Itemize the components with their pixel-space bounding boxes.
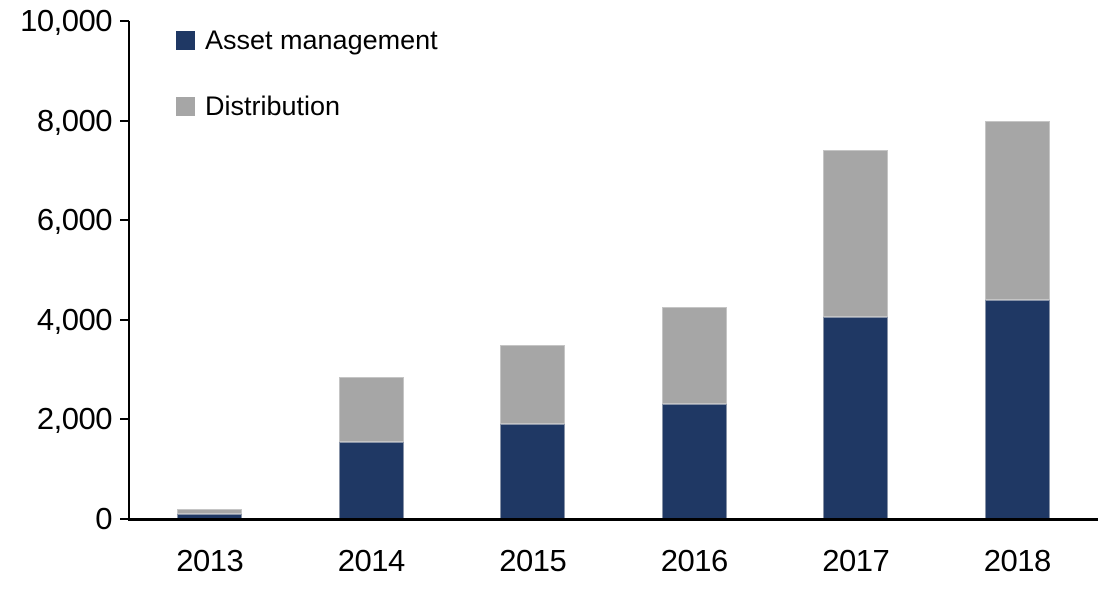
x-axis-line xyxy=(128,518,1098,521)
y-tick-mark xyxy=(120,20,129,22)
asset-management-swatch-icon xyxy=(176,30,195,50)
bar-segment-distribution-2016 xyxy=(661,307,727,405)
distribution-swatch-icon xyxy=(176,96,195,116)
bar-segment-asset-management-2015 xyxy=(500,424,566,519)
y-tick-mark xyxy=(120,518,129,520)
bar-segment-asset-management-2018 xyxy=(984,299,1050,519)
bar-segment-distribution-2017 xyxy=(823,150,889,318)
y-tick-mark xyxy=(120,119,129,122)
y-tick-mark xyxy=(120,318,129,321)
y-tick-label-10000: 10,000 xyxy=(20,3,112,38)
y-tick-label-0: 0 xyxy=(95,501,112,536)
x-tick-label-2015: 2015 xyxy=(499,543,567,578)
x-tick-label-2018: 2018 xyxy=(983,543,1051,578)
legend-label-asset-management: Asset management xyxy=(205,24,438,55)
y-tick-label-8000: 8,000 xyxy=(36,102,113,138)
bar-segment-asset-management-2014 xyxy=(338,441,404,519)
legend-item-distribution: Distribution xyxy=(176,90,438,121)
y-axis-line xyxy=(128,21,130,520)
bar-segment-asset-management-2016 xyxy=(661,404,727,519)
chart-legend: Asset management Distribution xyxy=(176,24,438,158)
y-tick-label-2000: 2,000 xyxy=(36,401,113,437)
x-tick-label-2017: 2017 xyxy=(822,543,890,578)
y-tick-mark xyxy=(120,418,129,421)
bar-segment-distribution-2013 xyxy=(177,509,243,514)
legend-item-asset-management: Asset management xyxy=(176,24,438,55)
y-tick-mark xyxy=(120,219,129,222)
x-tick-label-2013: 2013 xyxy=(176,543,244,578)
bar-segment-distribution-2014 xyxy=(338,377,404,442)
legend-label-distribution: Distribution xyxy=(205,90,341,121)
y-tick-label-4000: 4,000 xyxy=(36,301,113,337)
x-tick-label-2016: 2016 xyxy=(660,543,728,578)
bar-segment-distribution-2015 xyxy=(500,344,566,425)
x-tick-label-2014: 2014 xyxy=(337,543,405,578)
y-tick-label-6000: 6,000 xyxy=(36,202,113,238)
bar-segment-asset-management-2017 xyxy=(823,317,889,519)
bar-segment-distribution-2018 xyxy=(984,120,1050,300)
